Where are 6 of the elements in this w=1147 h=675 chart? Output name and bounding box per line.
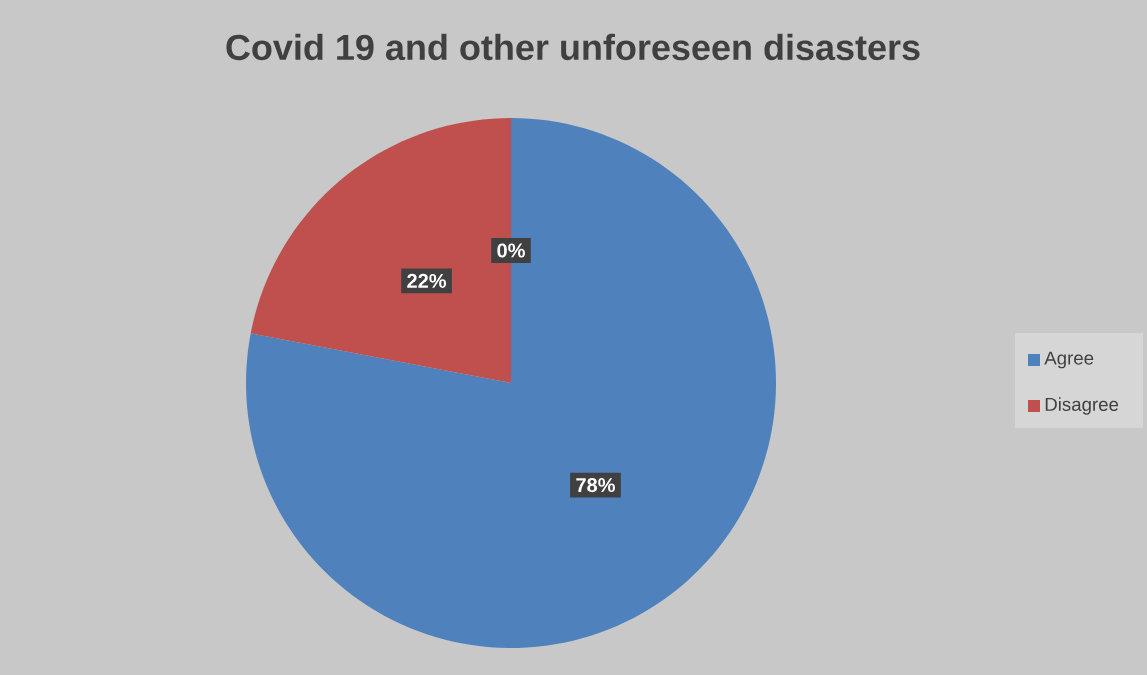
data-label: 22% bbox=[407, 273, 447, 288]
text: 0% bbox=[497, 243, 525, 258]
data-label: 78% bbox=[576, 478, 615, 493]
legend-label: Disagree bbox=[1045, 397, 1119, 415]
chart-title: Covid 19 and other unforeseen disasters bbox=[226, 33, 920, 61]
legend-label: Agree bbox=[1044, 351, 1094, 369]
